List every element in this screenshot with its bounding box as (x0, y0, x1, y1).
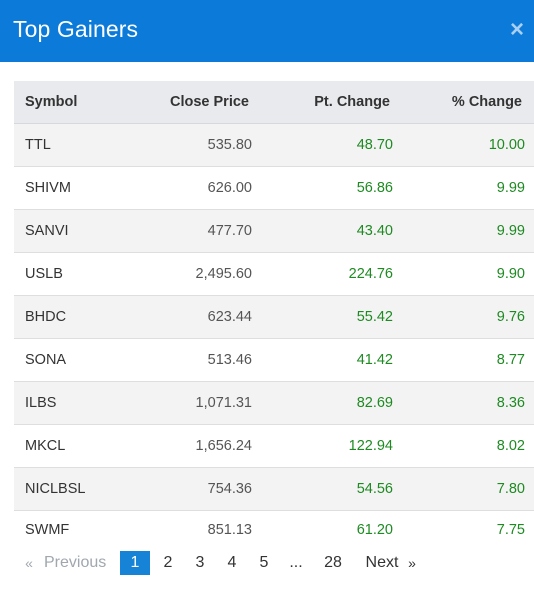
cell-pct-change: 10.00 (406, 123, 534, 167)
cell-symbol[interactable]: SHIVM (14, 166, 125, 210)
cell-pct-change: 9.90 (406, 252, 534, 296)
cell-symbol[interactable]: NICLBSL (14, 467, 125, 511)
cell-pct-change: 7.75 (406, 510, 534, 549)
table-row[interactable]: SWMF 851.13 61.20 7.75 (14, 510, 534, 549)
next-page-button[interactable]: Next (365, 553, 399, 571)
gainers-table-container: Symbol Close Price Pt. Change % Change T… (14, 81, 534, 549)
modal-header: Top Gainers × (0, 0, 534, 62)
page-ellipsis: ... (289, 553, 303, 571)
column-header-close-price[interactable]: Close Price (125, 81, 265, 124)
cell-pt-change: 56.86 (265, 166, 406, 210)
column-header-pct-change[interactable]: % Change (406, 81, 534, 124)
page-button-4[interactable]: 4 (227, 553, 237, 571)
table-row[interactable]: MKCL 1,656.24 122.94 8.02 (14, 424, 534, 468)
cell-pt-change: 224.76 (265, 252, 406, 296)
cell-symbol[interactable]: TTL (14, 123, 125, 167)
cell-close-price: 623.44 (125, 295, 265, 339)
page-button-3[interactable]: 3 (195, 553, 205, 571)
cell-pct-change: 8.02 (406, 424, 534, 468)
cell-pt-change: 41.42 (265, 338, 406, 382)
table-row[interactable]: USLB 2,495.60 224.76 9.90 (14, 252, 534, 296)
table-header-row: Symbol Close Price Pt. Change % Change (14, 81, 534, 124)
cell-pt-change: 54.56 (265, 467, 406, 511)
cell-symbol[interactable]: USLB (14, 252, 125, 296)
page-button-2[interactable]: 2 (163, 553, 173, 571)
table-row[interactable]: BHDC 623.44 55.42 9.76 (14, 295, 534, 339)
modal-title: Top Gainers (13, 16, 139, 42)
table-row[interactable]: TTL 535.80 48.70 10.00 (14, 123, 534, 167)
cell-pct-change: 9.99 (406, 209, 534, 253)
previous-arrow-icon: « (25, 554, 33, 571)
cell-symbol[interactable]: SONA (14, 338, 125, 382)
cell-pt-change: 61.20 (265, 510, 406, 549)
cell-symbol[interactable]: BHDC (14, 295, 125, 339)
cell-pct-change: 7.80 (406, 467, 534, 511)
cell-pt-change: 48.70 (265, 123, 406, 167)
cell-close-price: 626.00 (125, 166, 265, 210)
cell-pct-change: 9.99 (406, 166, 534, 210)
cell-symbol[interactable]: MKCL (14, 424, 125, 468)
cell-close-price: 535.80 (125, 123, 265, 167)
table-row[interactable]: SONA 513.46 41.42 8.77 (14, 338, 534, 382)
cell-pt-change: 122.94 (265, 424, 406, 468)
page-button-5[interactable]: 5 (259, 553, 269, 571)
cell-close-price: 1,071.31 (125, 381, 265, 425)
page-button-1[interactable]: 1 (120, 550, 150, 575)
table-row[interactable]: ILBS 1,071.31 82.69 8.36 (14, 381, 534, 425)
table-row[interactable]: SANVI 477.70 43.40 9.99 (14, 209, 534, 253)
cell-symbol[interactable]: ILBS (14, 381, 125, 425)
cell-pct-change: 8.77 (406, 338, 534, 382)
column-header-pt-change[interactable]: Pt. Change (265, 81, 406, 124)
column-header-symbol[interactable]: Symbol (14, 81, 125, 124)
page-button-28[interactable]: 28 (324, 553, 342, 571)
cell-close-price: 851.13 (125, 510, 265, 549)
gainers-table: Symbol Close Price Pt. Change % Change T… (14, 81, 534, 549)
close-icon[interactable]: × (509, 16, 524, 43)
cell-close-price: 513.46 (125, 338, 265, 382)
cell-pt-change: 55.42 (265, 295, 406, 339)
table-row[interactable]: SHIVM 626.00 56.86 9.99 (14, 166, 534, 210)
cell-pct-change: 8.36 (406, 381, 534, 425)
table-row[interactable]: NICLBSL 754.36 54.56 7.80 (14, 467, 534, 511)
cell-close-price: 1,656.24 (125, 424, 265, 468)
cell-close-price: 2,495.60 (125, 252, 265, 296)
pagination: « Previous 1 2 3 4 5 ... 28 Next » (14, 550, 422, 575)
cell-pt-change: 43.40 (265, 209, 406, 253)
cell-symbol[interactable]: SANVI (14, 209, 125, 253)
cell-close-price: 754.36 (125, 467, 265, 511)
cell-pct-change: 9.76 (406, 295, 534, 339)
next-arrow-icon[interactable]: » (408, 554, 416, 571)
previous-page-button: Previous (44, 553, 107, 571)
cell-close-price: 477.70 (125, 209, 265, 253)
cell-symbol[interactable]: SWMF (14, 510, 125, 549)
cell-pt-change: 82.69 (265, 381, 406, 425)
